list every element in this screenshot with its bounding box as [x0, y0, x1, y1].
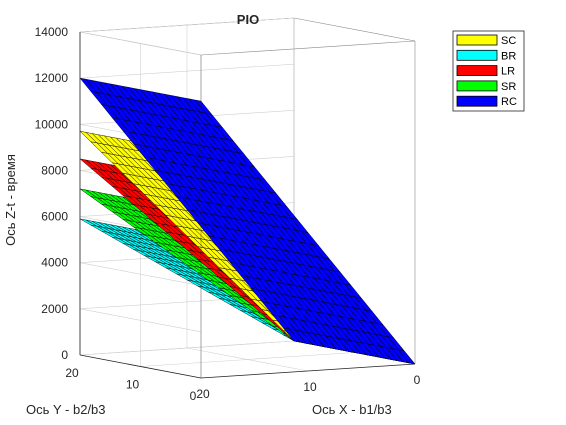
x-axis-line [200, 363, 416, 379]
x-axis-label: Ось X - b1/b3 [312, 402, 392, 417]
legend-label-rc: RC [501, 96, 517, 108]
legend-swatch-sc [456, 34, 498, 46]
z-tick-label: 14000 [35, 25, 69, 39]
y-tick-label: 20 [65, 366, 79, 380]
z-tick-label: 0 [61, 348, 68, 362]
z-tick-label: 8000 [41, 163, 68, 177]
surface-rc [79, 77, 416, 365]
grid-line-y-floor-2 [79, 340, 295, 356]
z-tick-label: 10000 [35, 117, 69, 131]
y-axis-line [79, 354, 202, 379]
legend-label-sr: SR [501, 81, 516, 93]
box-edge-right-top [293, 17, 416, 42]
legend-label-br: BR [501, 50, 516, 62]
legend-swatch-rc [456, 95, 498, 107]
z-tick-label: 12000 [35, 71, 69, 85]
y-tick-label: 0 [190, 389, 197, 403]
legend-swatch-lr [456, 65, 498, 76]
legend-label-lr: LR [501, 66, 515, 78]
legend-swatch-br [456, 49, 498, 61]
axes-front-edges [79, 32, 416, 379]
chart-title: PIO [237, 12, 259, 27]
x-tick-label: 20 [196, 387, 210, 401]
x-tick-label: 0 [414, 373, 421, 387]
y-axis-label: Ось Y - b2/b3 [26, 402, 106, 417]
z-tick-label: 4000 [41, 256, 68, 270]
z-tick-label: 6000 [41, 210, 68, 224]
legend-swatch-sr [456, 80, 498, 92]
z-axis-label: Ось Z-t - время [3, 154, 18, 246]
box-edge-front-top [200, 40, 416, 56]
y-tick-label: 10 [126, 378, 140, 392]
z-tick-label: 2000 [41, 302, 68, 316]
x-tick-label: 10 [303, 380, 317, 394]
surfaces [79, 77, 416, 365]
grid-line-y-floor-1 [140, 352, 355, 367]
legend: SC BR LR SR RC [452, 30, 525, 112]
legend-label-sc: SC [501, 35, 516, 47]
